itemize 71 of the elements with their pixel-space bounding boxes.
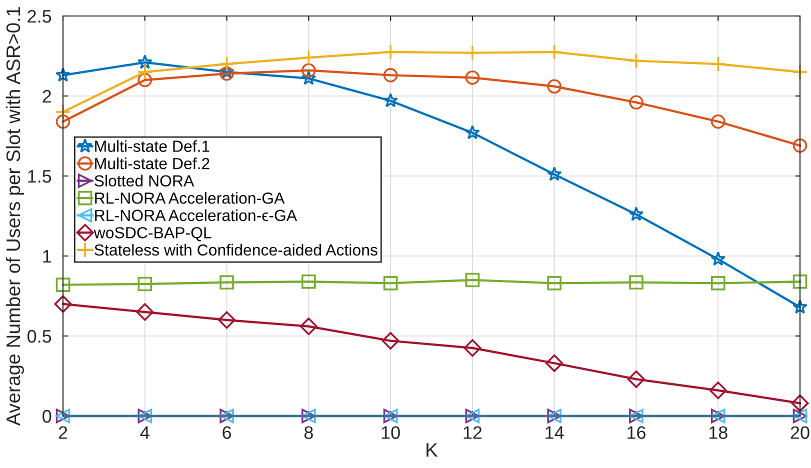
point: [710, 56, 726, 72]
point: [629, 95, 644, 110]
point: [792, 299, 808, 314]
x-tick-label: 18: [709, 426, 728, 439]
point: [137, 64, 153, 80]
point: [138, 72, 152, 88]
point: [629, 275, 644, 290]
point: [628, 206, 644, 221]
point: [301, 70, 316, 85]
x-tick-label: 10: [382, 426, 400, 439]
x-tick-label: 14: [546, 426, 564, 439]
point: [300, 318, 318, 336]
legend-label: RL-NORA Acceleration-ϵ-GA: [95, 209, 298, 222]
point: [710, 114, 726, 129]
point: [55, 104, 71, 120]
x-tick-label: 20: [790, 426, 810, 439]
point: [220, 275, 234, 290]
point: [218, 311, 236, 329]
y-tick-label: 0: [42, 410, 52, 423]
legend-label: RL-NORA Acceleration-GA: [95, 192, 285, 204]
legend-label: Multi-state Def.2: [95, 158, 210, 170]
point: [792, 64, 808, 80]
y-tick-label: 2: [42, 90, 51, 103]
point: [383, 276, 398, 290]
x-tick-label: 6: [222, 426, 232, 439]
x-tick-label: 16: [628, 426, 646, 439]
point: [136, 303, 154, 321]
point: [547, 276, 562, 290]
x-tick-label: 8: [304, 426, 313, 439]
point: [302, 274, 316, 289]
point: [218, 56, 235, 72]
x-tick-label: 4: [140, 426, 150, 439]
point: [382, 332, 400, 350]
legend-label: Slotted NORA: [94, 174, 194, 187]
x-axis-title: K: [426, 443, 438, 457]
point: [302, 63, 316, 78]
point: [383, 68, 398, 82]
legend-label: Stateless with Confidence-aided Actions: [94, 244, 378, 256]
point: [791, 394, 809, 412]
point: [137, 54, 152, 69]
point: [792, 138, 808, 153]
point: [465, 70, 480, 85]
point: [55, 67, 71, 82]
point: [464, 124, 480, 140]
point: [300, 50, 317, 66]
x-tick-label: 2: [58, 426, 68, 439]
point: [56, 278, 70, 292]
point: [628, 52, 644, 69]
point: [710, 276, 726, 290]
point: [464, 44, 480, 61]
point: [56, 114, 70, 129]
legend-label: Multi-state Def.1: [95, 140, 210, 152]
y-tick-label: 1: [43, 250, 52, 263]
y-tick-label: 2.5: [28, 10, 52, 23]
point: [464, 339, 482, 357]
legend-label: woSDC-BAP-QL: [94, 227, 212, 242]
point: [54, 295, 72, 313]
point: [465, 272, 480, 288]
point: [547, 79, 562, 94]
point: [627, 370, 645, 388]
point: [546, 166, 562, 181]
y-tick-label: 0.5: [27, 330, 52, 343]
point: [383, 92, 398, 108]
point: [709, 382, 727, 400]
point: [792, 274, 808, 289]
point: [546, 354, 564, 372]
x-tick-label: 12: [464, 426, 482, 439]
y-axis-title: Average Number of Users per Slot with ASR>0.1: [6, 7, 24, 426]
point: [138, 276, 152, 292]
y-tick-label: 1.5: [28, 170, 52, 183]
point: [710, 251, 726, 266]
